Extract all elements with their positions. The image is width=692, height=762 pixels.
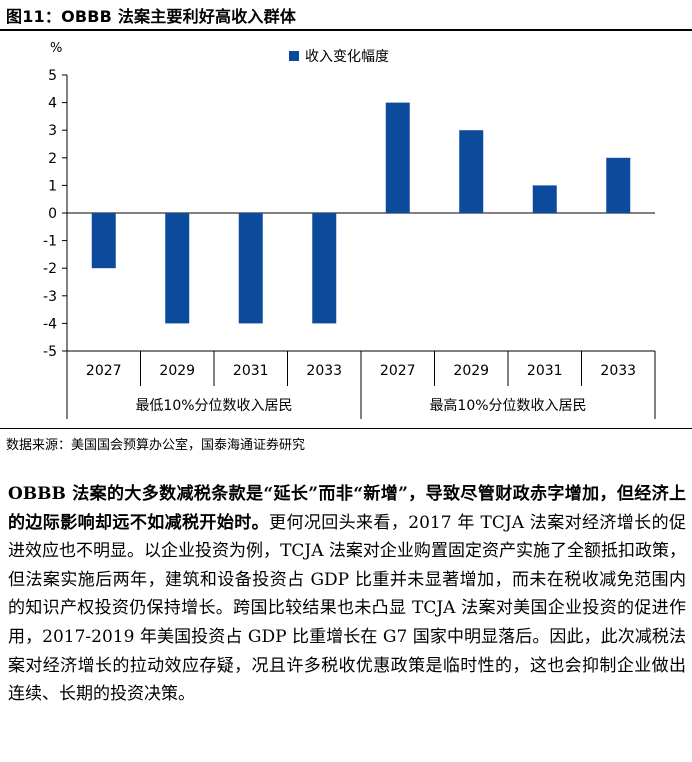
group-label: 最高10%分位数收入居民	[429, 397, 586, 414]
body-text: 更何况回头来看，2017 年 TCJA 法案对经济增长的促进效应也不明显。以企业…	[8, 512, 687, 705]
category-label: 2031	[233, 363, 269, 379]
body-paragraph: OBBB 法案的大多数减税条款是“延长”而非“新增”，导致尽管财政赤字增加，但经…	[8, 480, 686, 709]
y-tick-label: -5	[43, 344, 57, 360]
legend-label: 收入变化幅度	[305, 49, 389, 65]
y-tick-label: -4	[43, 316, 57, 332]
category-label: 2033	[306, 363, 342, 379]
y-tick-label: 5	[48, 68, 57, 84]
category-label: 2027	[86, 363, 122, 379]
bar-chart: 5 4 3 2 1 0 -1 -2 -3 -4 -5 2027 2029 2031 2033 2027 2029…	[43, 41, 656, 419]
category-label: 2027	[380, 363, 416, 379]
y-tick-label: 1	[48, 178, 57, 194]
category-label: 2031	[527, 363, 563, 379]
bar	[91, 213, 116, 269]
y-tick-label: -1	[43, 234, 57, 250]
bar	[606, 157, 631, 213]
category-label: 2033	[600, 363, 636, 379]
figure-title: 图11：OBBB 法案主要利好高收入群体	[6, 7, 297, 26]
y-tick-label: 4	[48, 96, 57, 112]
source-rule	[0, 428, 692, 429]
bar	[165, 213, 190, 324]
title-rule	[0, 29, 692, 31]
chart-layer: 5 4 3 2 1 0 -1 -2 -3 -4 -5 2027 2029 2031 2033 2027 2029…	[43, 68, 656, 419]
category-label: 2029	[453, 363, 489, 379]
bar	[385, 102, 410, 213]
bar	[459, 130, 484, 213]
y-tick-label: 0	[48, 206, 57, 222]
y-tick-label: -3	[43, 289, 57, 305]
group-label: 最低10%分位数收入居民	[135, 398, 292, 414]
bar	[238, 213, 263, 324]
y-tick-label: -2	[43, 261, 57, 277]
y-unit-label: %	[50, 41, 62, 56]
bar	[312, 213, 337, 324]
y-tick-label: 3	[48, 123, 57, 139]
legend: 收入变化幅度	[289, 49, 389, 65]
legend-swatch	[289, 51, 299, 61]
y-tick-label: 2	[48, 151, 57, 167]
category-label: 2029	[159, 363, 195, 379]
bar	[532, 185, 557, 213]
body-lead-bold: OBBB 法案的大多数减税条款是“延长”而非“新增”，导致尽管财政赤字增加，但经…	[8, 484, 686, 533]
source-note: 数据来源：美国国会预算办公室，国泰海通证券研究	[6, 438, 306, 453]
